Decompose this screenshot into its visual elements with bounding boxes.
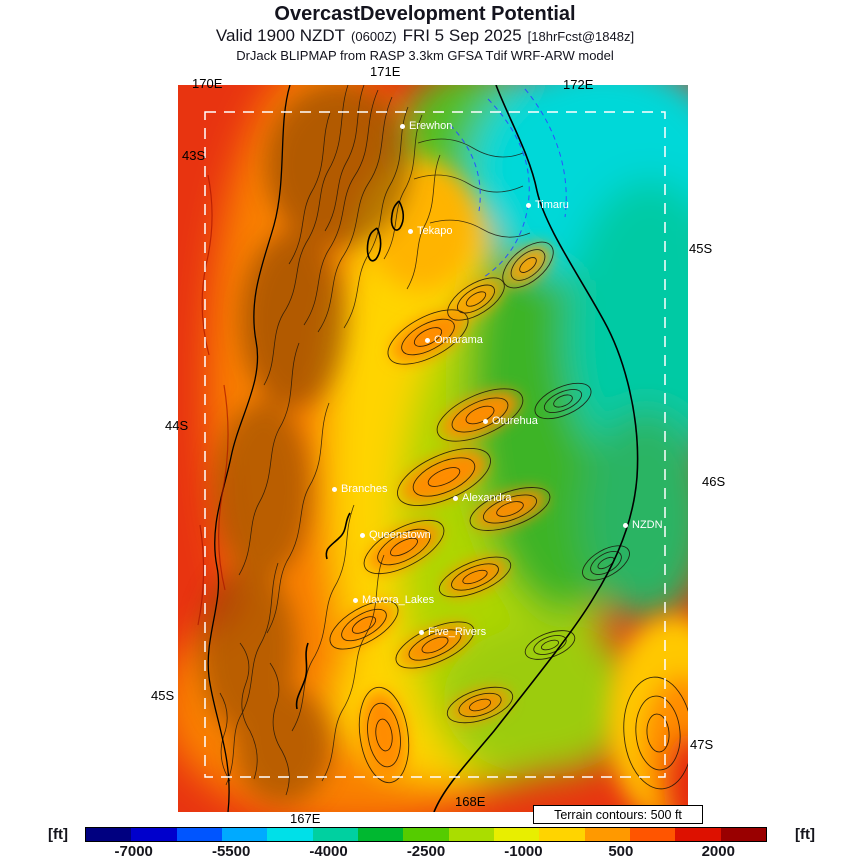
- city-marker-branches: Branches: [332, 483, 387, 495]
- model-info-line: DrJack BLIPMAP from RASP 3.3km GFSA Tdif…: [236, 48, 614, 63]
- lon-label-168e: 168E: [455, 794, 486, 809]
- lat-label-45s-left: 45S: [151, 688, 175, 703]
- map-area: [178, 85, 688, 812]
- lat-label-44s: 44S: [165, 418, 189, 433]
- city-label: Oturehua: [492, 415, 538, 427]
- page-title: OvercastDevelopment Potential: [274, 3, 576, 25]
- lat-label-47s: 47S: [690, 737, 714, 752]
- colorbar-ticks: -7000 -5500 -4000 -2500 -1000 500 2000: [85, 843, 767, 860]
- lat-label-45s-right: 45S: [689, 241, 713, 256]
- colorbar-tick: -1000: [504, 843, 543, 860]
- terrain-contour-lines: [219, 85, 531, 796]
- forecast-cycle: [18hrFcst@1848z]: [527, 29, 635, 44]
- lon-label-171e: 171E: [370, 64, 401, 79]
- city-dot-icon: [453, 495, 458, 501]
- valid-time-utc: (0600Z): [351, 29, 397, 44]
- colorbar-tick: -2500: [406, 843, 446, 860]
- colorbar: [85, 827, 767, 842]
- city-dot-icon: [360, 532, 365, 538]
- lat-label-46s: 46S: [702, 474, 726, 489]
- city-label: Tekapo: [417, 225, 453, 237]
- valid-date: FRI 5 Sep 2025: [402, 26, 522, 45]
- lon-label-172e: 172E: [563, 77, 594, 92]
- terrain-contours-note: Terrain contours: 500 ft: [533, 805, 703, 824]
- city-dot-icon: [332, 486, 337, 492]
- city-marker-erewhon: Erewhon: [400, 120, 452, 132]
- city-label: Erewhon: [409, 120, 453, 132]
- city-dot-icon: [623, 522, 628, 528]
- city-dot-icon: [526, 202, 531, 208]
- colorbar-tick: 2000: [701, 843, 735, 860]
- city-label: Omarama: [434, 334, 483, 346]
- colorbar-unit-left: [ft]: [48, 826, 68, 843]
- city-dot-icon: [353, 597, 358, 603]
- colorbar-tick: 500: [608, 843, 634, 860]
- city-dot-icon: [400, 123, 405, 129]
- colorbar-tick: -4000: [309, 843, 348, 860]
- city-marker-nzdn: NZDN: [623, 519, 663, 531]
- city-label: Timaru: [535, 199, 569, 211]
- city-dot-icon: [483, 418, 488, 424]
- valid-time-line: Valid 1900 NZDT (0600Z) FRI 5 Sep 2025 [18h…: [0, 26, 850, 46]
- city-label: Five_Rivers: [428, 626, 487, 638]
- terrain-contour-rings: [329, 241, 688, 790]
- city-label: Queenstown: [369, 529, 431, 541]
- city-label: Alexandra: [462, 492, 512, 504]
- map-plot: [178, 85, 688, 812]
- lat-label-43s: 43S: [182, 148, 206, 163]
- city-dot-icon: [425, 337, 430, 343]
- lake-outlines: [295, 200, 405, 710]
- city-marker-omarama: Omarama: [425, 334, 483, 346]
- city-label: Mavora_Lakes: [362, 594, 435, 606]
- city-marker-mavora-lakes: Mavora_Lakes: [353, 594, 434, 606]
- city-marker-oturehua: Oturehua: [483, 415, 538, 427]
- colorbar-tick: -7000: [114, 843, 153, 860]
- colorbar-gradient: [86, 828, 766, 841]
- city-label: Branches: [341, 483, 388, 495]
- model-domain-outline: [204, 111, 666, 778]
- city-marker-tekapo: Tekapo: [408, 225, 452, 237]
- valid-time-main: Valid 1900 NZDT: [215, 26, 346, 45]
- lon-label-167e: 167E: [290, 811, 321, 826]
- city-marker-five-rivers: Five_Rivers: [419, 626, 486, 638]
- city-dot-icon: [408, 228, 413, 234]
- sea-contour-lines: [197, 174, 229, 626]
- city-label: NZDN: [632, 519, 663, 531]
- lon-label-170e: 170E: [192, 76, 223, 91]
- colorbar-tick: -5500: [211, 843, 251, 860]
- city-marker-alexandra: Alexandra: [453, 492, 512, 504]
- city-dot-icon: [419, 629, 424, 635]
- colorbar-unit-right: [ft]: [795, 826, 815, 843]
- city-marker-timaru: Timaru: [526, 199, 569, 211]
- coastline: [207, 85, 639, 812]
- city-marker-queenstown: Queenstown: [360, 529, 431, 541]
